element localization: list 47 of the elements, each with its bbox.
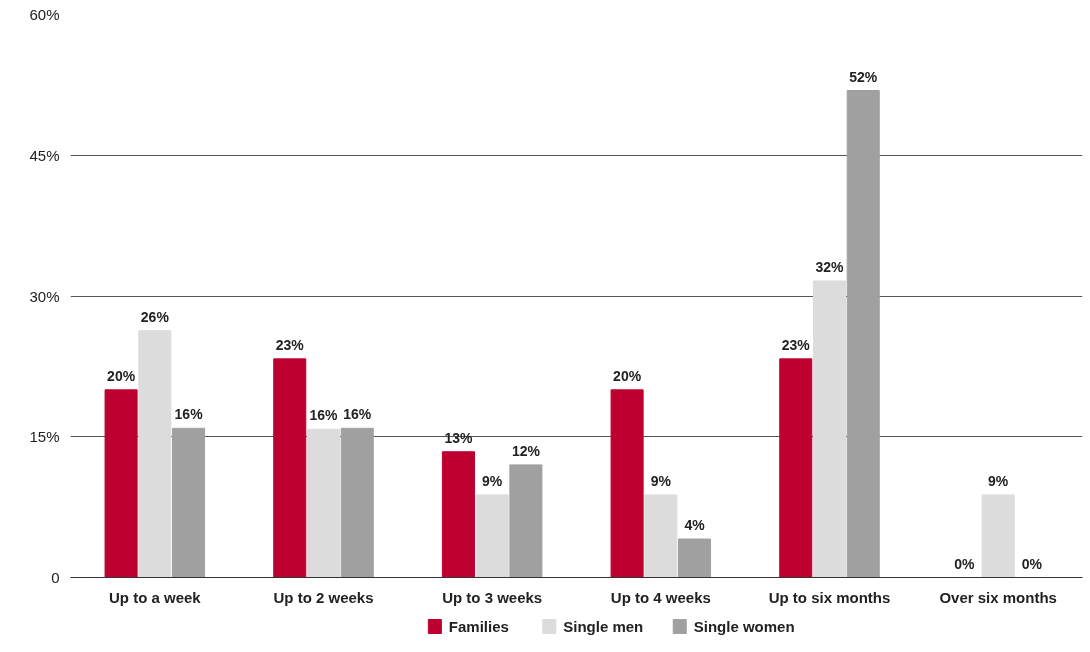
data-label: 9% — [650, 472, 672, 489]
bar — [172, 427, 206, 578]
y-tick-label: 60% — [29, 6, 60, 23]
data-label: 20% — [107, 367, 136, 384]
bar — [812, 280, 847, 578]
bar — [306, 428, 341, 578]
bar — [981, 494, 1015, 578]
bar — [475, 494, 509, 578]
bar — [441, 451, 475, 578]
bar — [644, 494, 678, 578]
bar — [509, 464, 543, 578]
y-tick-label: 0 — [51, 569, 60, 586]
legend-label: Single men — [563, 618, 644, 635]
y-tick-label: 15% — [29, 428, 60, 446]
bar — [138, 330, 172, 578]
data-label: 9% — [988, 472, 1009, 489]
data-label: 23% — [781, 336, 811, 353]
legend-label: Single women — [693, 618, 795, 635]
bar — [846, 90, 880, 578]
x-tick-label: Over six months — [939, 588, 1057, 606]
x-tick-label: Up to 4 weeks — [610, 588, 711, 606]
bar — [104, 389, 138, 578]
x-tick-label: Up to six months — [768, 588, 891, 606]
data-label: 16% — [343, 406, 372, 423]
data-label: 16% — [309, 407, 339, 424]
x-tick-label: Up to 2 weeks — [273, 588, 374, 606]
data-label: 4% — [684, 517, 706, 534]
bar — [340, 427, 374, 578]
data-label: 23% — [275, 336, 305, 353]
data-label: 0% — [954, 555, 976, 572]
data-label: 26% — [140, 308, 170, 325]
legend-label: Families — [448, 618, 509, 635]
data-label: 16% — [174, 406, 204, 423]
bar — [273, 358, 307, 578]
bar — [610, 389, 644, 578]
x-tick-label: Up to 3 weeks — [442, 588, 543, 606]
y-tick-label: 30% — [29, 287, 60, 305]
data-label: 0% — [1021, 555, 1043, 572]
x-tick-label: Up to a week — [108, 588, 202, 606]
data-label: 12% — [511, 442, 541, 459]
data-label: 9% — [482, 472, 503, 489]
data-label: 20% — [613, 367, 642, 384]
data-label: 52% — [849, 68, 878, 85]
y-tick-label: 45% — [29, 146, 60, 164]
bar — [779, 358, 813, 578]
bar — [678, 538, 712, 578]
data-label: 32% — [815, 258, 845, 275]
